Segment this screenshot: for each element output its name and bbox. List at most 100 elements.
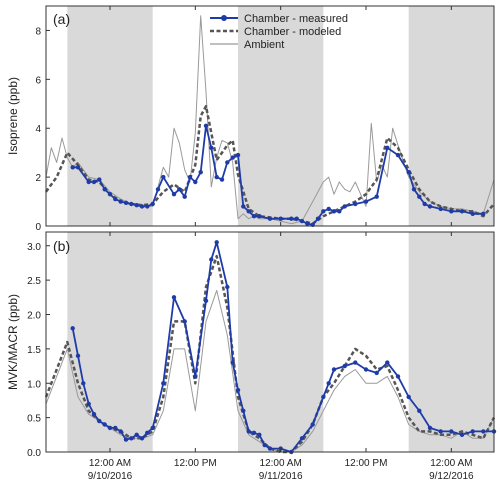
data-point — [321, 394, 326, 400]
series-line-ambient — [45, 15, 495, 225]
y-tick-label: 2 — [35, 173, 41, 184]
data-point — [310, 422, 315, 427]
legend-marker-measured — [221, 15, 227, 21]
data-point — [257, 432, 262, 437]
data-point — [214, 174, 219, 180]
panel-label: (b) — [53, 238, 70, 254]
data-point — [81, 381, 86, 386]
data-point — [411, 187, 417, 192]
night-shading — [67, 6, 494, 226]
data-point — [75, 353, 81, 358]
data-point — [107, 425, 113, 431]
data-point — [225, 284, 230, 290]
data-point — [139, 204, 145, 209]
data-point — [438, 206, 443, 212]
data-point — [481, 429, 486, 434]
night-band — [67, 232, 153, 452]
x-tick-date-label: 9/10/2016 — [88, 471, 133, 482]
data-point — [198, 170, 203, 175]
data-point — [374, 194, 379, 199]
data-point — [129, 436, 134, 441]
night-band — [238, 6, 324, 226]
data-point — [209, 257, 214, 262]
y-tick-label: 0 — [35, 222, 41, 233]
data-point — [251, 430, 257, 435]
data-point — [262, 442, 267, 448]
data-point — [134, 203, 139, 208]
data-point — [219, 177, 225, 182]
data-point — [267, 216, 273, 221]
data-point — [438, 429, 443, 434]
x-tick-label: 12:00 AM — [89, 458, 131, 469]
data-point — [187, 174, 193, 180]
data-point — [113, 425, 118, 431]
data-point — [91, 179, 97, 185]
data-point — [230, 360, 235, 365]
legend: Chamber - measured Chamber - modeled Amb… — [210, 13, 348, 51]
data-point — [459, 209, 465, 214]
data-point — [246, 209, 251, 214]
x-ticks: 12:00 AM 9/10/2016 12:00 PM 12:00 AM 9/11/20… — [88, 6, 474, 482]
data-point — [203, 298, 209, 303]
x-tick-label: 12:00 AM — [260, 458, 302, 469]
data-point — [123, 200, 129, 205]
data-point — [123, 437, 129, 442]
legend-entry-modeled: Chamber - modeled — [244, 26, 341, 38]
data-point — [102, 187, 107, 192]
data-point — [294, 216, 299, 221]
data-point — [363, 367, 369, 372]
night-band — [408, 232, 494, 452]
y-axis-label: Isoprene (ppb) — [6, 77, 20, 155]
data-point — [481, 211, 486, 216]
x-tick-label: 12:00 PM — [174, 458, 217, 469]
data-point — [182, 194, 187, 199]
night-band — [67, 6, 153, 226]
y-tick-label: 0.0 — [27, 448, 41, 459]
x-tick-label: 12:00 AM — [430, 458, 472, 469]
data-point — [203, 123, 209, 128]
data-point — [102, 422, 107, 427]
data-point — [177, 187, 182, 192]
data-point — [289, 216, 294, 221]
y-tick-label: 2.5 — [27, 276, 41, 287]
data-point — [251, 214, 257, 219]
y-ticks: 0 2 4 6 8 — [35, 26, 50, 233]
data-point — [267, 446, 273, 451]
y-tick-label: 1.5 — [27, 345, 41, 356]
data-point — [91, 412, 97, 417]
panel-a: 0 2 4 6 8 (a) Isoprene (ppb) Chamber - measu… — [6, 5, 495, 233]
data-point — [235, 152, 241, 158]
panel-b: 0.0 0.5 1.0 1.5 2.0 2.5 3.0 (b) MVK/MACR (ppb)… — [6, 6, 497, 482]
data-point — [305, 221, 310, 226]
series-group — [44, 240, 497, 455]
data-point — [353, 360, 358, 365]
data-point — [337, 209, 342, 214]
data-point — [86, 179, 91, 185]
data-point — [161, 381, 166, 386]
data-point — [193, 374, 198, 379]
series-group — [44, 15, 495, 227]
data-point — [182, 319, 187, 324]
data-point — [97, 177, 102, 182]
data-point — [342, 363, 347, 369]
data-point — [385, 145, 390, 150]
data-point — [209, 145, 214, 150]
night-band — [408, 6, 494, 226]
data-point — [315, 216, 321, 221]
data-point — [342, 204, 347, 209]
panel-label: (a) — [53, 11, 70, 27]
data-point — [406, 394, 411, 400]
data-point — [321, 209, 326, 214]
data-point — [417, 408, 422, 413]
data-point — [470, 211, 475, 216]
data-point — [241, 204, 246, 209]
plot-frame — [45, 231, 495, 453]
data-point — [161, 174, 166, 180]
data-point — [86, 401, 91, 407]
data-point — [113, 196, 118, 202]
data-point — [417, 194, 422, 199]
data-point — [459, 432, 465, 437]
data-point — [331, 209, 337, 214]
data-point — [139, 436, 145, 441]
